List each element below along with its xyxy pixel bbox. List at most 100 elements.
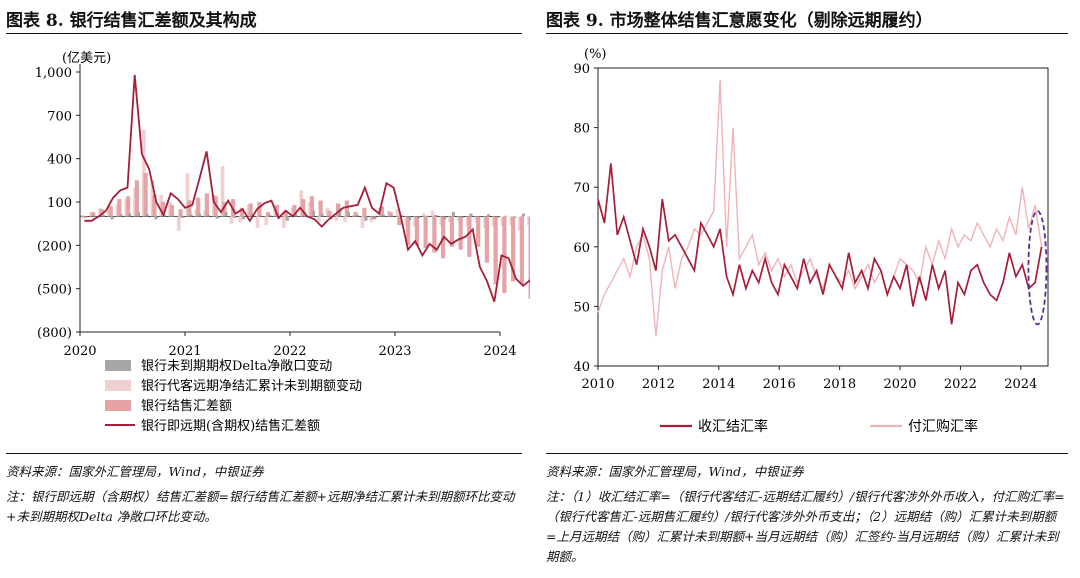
bar xyxy=(259,215,263,217)
bar xyxy=(255,216,260,228)
bar xyxy=(379,206,384,217)
bar xyxy=(294,214,298,217)
bar xyxy=(528,216,530,299)
bar xyxy=(344,200,349,217)
bar xyxy=(126,196,131,217)
bar xyxy=(220,165,225,217)
bar xyxy=(233,216,237,218)
bar xyxy=(388,212,393,217)
y-tick-label: 50 xyxy=(573,300,590,315)
bar xyxy=(152,194,157,217)
x-tick-label: 2020 xyxy=(883,377,916,392)
series-line xyxy=(597,79,1043,337)
bar xyxy=(222,202,227,217)
bar xyxy=(239,207,244,217)
bar xyxy=(360,216,365,228)
bar xyxy=(390,215,394,217)
bar xyxy=(101,215,106,217)
bar xyxy=(425,215,429,217)
bar xyxy=(311,210,316,217)
highlight-ellipse xyxy=(1027,210,1048,326)
bar xyxy=(198,213,202,217)
chart-title: 图表 8. 银行结售汇差额及其构成 xyxy=(6,11,257,31)
bar xyxy=(196,197,201,217)
bar xyxy=(171,215,176,217)
line-chart-fx-willingness: (%)90 80 70 60 50 40 2010 2012 2014 2016 2018 2020 2… xyxy=(573,47,1049,435)
bar xyxy=(493,216,498,285)
chart-note: 注：（1）收汇结汇率=（银行代客结汇-远期结汇履约）/银行代客涉外外币收入，付汇… xyxy=(546,489,1065,564)
x-tick-label: 2021 xyxy=(168,344,201,359)
chart-panel-bank-fx-balance: 图表 8. 银行结售汇差额及其构成 (亿美元) 1,000 700 400 100 (20… xyxy=(0,0,530,578)
bar xyxy=(145,214,149,217)
bar xyxy=(327,210,332,217)
bar xyxy=(346,212,351,217)
bar xyxy=(430,210,435,217)
bar xyxy=(110,216,114,220)
x-tick-label: 2023 xyxy=(378,344,411,359)
bar xyxy=(504,215,508,217)
bar xyxy=(274,204,279,217)
bar xyxy=(213,196,218,217)
bar xyxy=(423,216,428,249)
bar xyxy=(320,213,324,217)
bar xyxy=(136,212,141,217)
legend-label: 付汇购汇率 xyxy=(908,418,978,435)
bar xyxy=(476,216,481,247)
bar xyxy=(432,216,437,253)
bar xyxy=(355,215,359,217)
bar xyxy=(93,215,97,217)
bar xyxy=(511,216,516,282)
x-tick-label: 2024 xyxy=(1004,377,1037,392)
bar xyxy=(248,203,253,217)
bar xyxy=(257,202,262,217)
x-tick-label: 2018 xyxy=(823,377,856,392)
x-tick-label: 2024 xyxy=(483,344,516,359)
bar xyxy=(117,199,122,217)
bar xyxy=(250,213,254,217)
chart-note: 注：银行即远期（含期权）结售汇差额=银行结售汇差额+远期净结汇累计未到期额环比变… xyxy=(6,489,515,524)
bar xyxy=(169,204,174,217)
bar xyxy=(285,216,289,221)
chart-source: 资料来源：国家外汇管理局，Wind，中银证券 xyxy=(546,464,804,479)
bar xyxy=(206,215,211,217)
bar xyxy=(91,212,96,217)
bar xyxy=(176,216,181,231)
bar xyxy=(163,215,167,217)
chart-title: 图表 9. 市场整体结售汇意愿变化（剔除远期履约） xyxy=(546,11,933,31)
bar xyxy=(406,216,411,246)
bar xyxy=(421,213,426,217)
x-tick-label: 2022 xyxy=(944,377,977,392)
x-tick-label: 2014 xyxy=(702,377,735,392)
bar xyxy=(364,216,368,221)
source-rule xyxy=(546,453,1068,454)
bar xyxy=(119,214,123,217)
bar xyxy=(526,216,530,226)
bar xyxy=(469,213,473,217)
series-line xyxy=(84,74,530,303)
y-tick-label: 400 xyxy=(47,153,72,168)
bar xyxy=(460,216,464,218)
bar xyxy=(264,216,269,226)
bar xyxy=(143,173,148,217)
bar xyxy=(134,180,139,217)
bar xyxy=(154,216,158,220)
bar xyxy=(381,214,386,217)
bar xyxy=(84,216,88,218)
bar xyxy=(215,216,219,219)
x-tick-label: 2022 xyxy=(273,344,306,359)
bar xyxy=(309,196,314,217)
bar xyxy=(238,216,242,223)
bar xyxy=(513,216,517,218)
bar-line-chart-bank-fx: (亿美元)1,000 700 400 100 (200) (500) (800) 2020 20… xyxy=(35,51,530,434)
bar xyxy=(316,216,321,223)
bar xyxy=(187,200,192,217)
bar xyxy=(128,213,132,217)
y-tick-label: 60 xyxy=(573,241,590,256)
bar xyxy=(414,216,419,246)
title-rule xyxy=(546,33,1068,34)
bar xyxy=(318,200,323,217)
bar xyxy=(178,209,183,217)
x-tick-label: 2010 xyxy=(581,377,614,392)
bar xyxy=(519,216,524,285)
y-tick-label: (800) xyxy=(37,326,72,341)
